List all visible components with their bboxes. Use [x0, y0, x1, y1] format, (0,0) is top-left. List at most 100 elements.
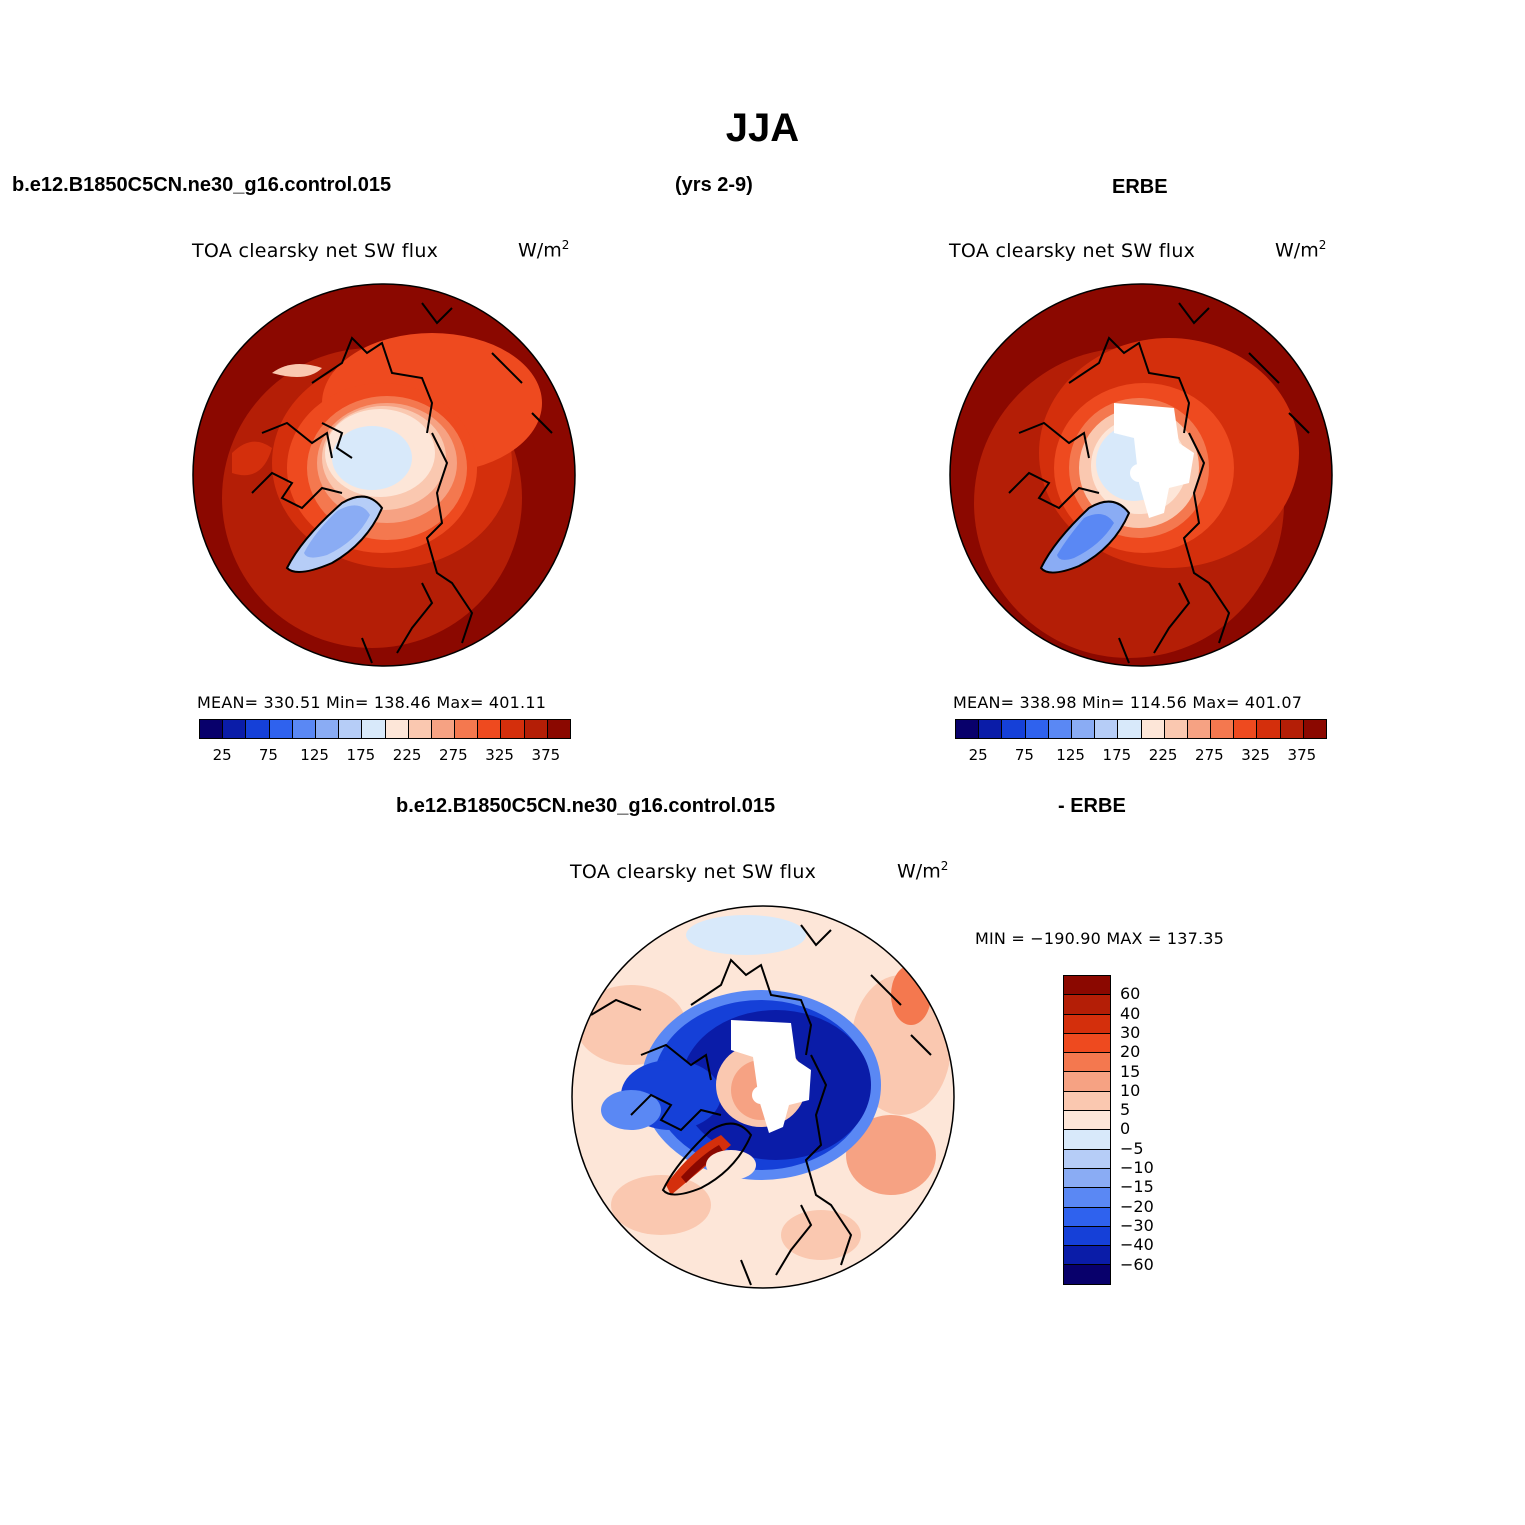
obs-colorbar-tick-label: 125 — [1056, 746, 1085, 764]
diff-colorbar-cell — [1064, 1053, 1110, 1073]
model-colorbar-tick-label: 25 — [212, 746, 232, 764]
model-colorbar-tick-label: 75 — [258, 746, 278, 764]
diff-colorbar-label: 40 — [1120, 1003, 1141, 1023]
obs-colorbar-tick-label: 75 — [1014, 746, 1034, 764]
model-colorbar-tick-label: 325 — [485, 746, 514, 764]
diff-colorbar-cell — [1064, 1207, 1110, 1227]
diff-colorbar-label: −20 — [1120, 1196, 1154, 1216]
diff-colorbar-cell — [1064, 1072, 1110, 1092]
diff-colorbar-label: −10 — [1120, 1158, 1154, 1177]
model-colorbar-cell — [362, 720, 386, 738]
diff-colorbar-label: −5 — [1120, 1138, 1144, 1158]
diff-obs-header: - ERBE — [1058, 795, 1126, 817]
diff-colorbar-cell — [1064, 1111, 1110, 1131]
model-colorbar-tick-label: 275 — [439, 746, 468, 764]
diff-colorbar-label: 0 — [1120, 1119, 1131, 1139]
obs-colorbar-tick-label: 25 — [968, 746, 988, 764]
model-colorbar-tick-label: 375 — [531, 746, 561, 764]
obs-colorbar-cell — [1280, 720, 1304, 738]
model-colorbar-cell — [200, 720, 224, 738]
obs-colorbar-cell — [1071, 720, 1096, 738]
diff-colorbar-label: 20 — [1120, 1042, 1141, 1062]
diff-case-header: b.e12.B1850C5CN.ne30_g16.control.015 — [396, 795, 776, 817]
obs-colorbar-ticks: 25 75 125 175 225 275 325 375 — [955, 746, 1325, 766]
model-colorbar-cell — [292, 720, 316, 738]
model-colorbar-cell — [478, 720, 502, 738]
model-colorbar-cell — [455, 720, 479, 738]
diff-colorbar-label: 30 — [1120, 1022, 1141, 1042]
model-colorbar — [199, 719, 571, 739]
obs-colorbar-cell — [1118, 720, 1142, 738]
obs-colorbar-cell — [979, 720, 1003, 738]
obs-panel-units: W/m2 — [1275, 238, 1327, 262]
diff-colorbar-cell — [1064, 976, 1110, 996]
model-colorbar-cell — [269, 720, 293, 738]
diff-colorbar-cell — [1064, 1246, 1110, 1266]
model-colorbar-ticks: 25 75 125 175 225 275 325 375 — [199, 746, 569, 766]
obs-colorbar-cell — [956, 720, 980, 738]
obs-panel-stats: MEAN= 338.98 Min= 114.56 Max= 401.07 — [953, 693, 1303, 712]
obs-colorbar-tick-label: 275 — [1195, 746, 1224, 764]
model-panel-stats: MEAN= 330.51 Min= 138.46 Max= 401.11 — [197, 693, 547, 712]
diff-colorbar-label: 10 — [1120, 1080, 1141, 1100]
model-colorbar-cell — [524, 720, 548, 738]
obs-colorbar-cell — [1187, 720, 1212, 738]
diff-colorbar-cell — [1064, 1033, 1110, 1054]
diff-colorbar-cell — [1064, 1265, 1110, 1284]
diff-polar-map — [571, 905, 955, 1289]
diff-colorbar-label: 15 — [1120, 1061, 1141, 1081]
diff-colorbar-cell — [1064, 1226, 1110, 1247]
obs-polar-map — [949, 283, 1333, 667]
diff-colorbar-label: 5 — [1120, 1100, 1131, 1120]
obs-colorbar-tick-label: 225 — [1148, 746, 1178, 764]
diff-panel-stats: MIN = −190.90 MAX = 137.35 — [975, 929, 1225, 948]
years-header: (yrs 2-9) — [675, 174, 753, 196]
obs-colorbar-cell — [1025, 720, 1049, 738]
diff-colorbar-cell — [1064, 1014, 1110, 1034]
obs-colorbar-cell — [1211, 720, 1235, 738]
model-colorbar-cell — [385, 720, 409, 738]
obs-header: ERBE — [1112, 176, 1168, 198]
diff-colorbar-cell — [1064, 995, 1110, 1015]
model-colorbar-cell — [339, 720, 363, 738]
diff-colorbar-label: 60 — [1120, 984, 1141, 1004]
diff-colorbar-cell — [1064, 1188, 1110, 1208]
diff-panel-title: TOA clearsky net SW flux — [570, 861, 817, 883]
model-colorbar-tick-label: 175 — [346, 746, 376, 764]
diff-colorbar-cell — [1064, 1168, 1110, 1189]
obs-colorbar-cell — [1257, 720, 1281, 738]
model-colorbar-cell — [501, 720, 525, 738]
obs-colorbar-cell — [1303, 720, 1326, 738]
obs-colorbar-cell — [1141, 720, 1165, 738]
obs-colorbar — [955, 719, 1327, 739]
obs-colorbar-cell — [1002, 720, 1026, 738]
model-colorbar-cell — [431, 720, 456, 738]
model-panel-units: W/m2 — [518, 238, 570, 262]
model-colorbar-tick-label: 125 — [300, 746, 329, 764]
model-colorbar-cell — [547, 720, 570, 738]
diff-colorbar-labels: 60 40 30 20 15 10 5 0 −5 −10 −15 −20 −30 −40 −60 — [1120, 975, 1200, 1285]
model-colorbar-cell — [246, 720, 270, 738]
obs-colorbar-cell — [1234, 720, 1258, 738]
obs-colorbar-tick-label: 175 — [1102, 746, 1132, 764]
diff-colorbar — [1063, 975, 1111, 1285]
obs-panel-title: TOA clearsky net SW flux — [949, 240, 1196, 262]
diff-colorbar-cell — [1064, 1130, 1110, 1150]
model-colorbar-cell — [315, 720, 340, 738]
diff-colorbar-label: −60 — [1120, 1254, 1154, 1274]
main-title: JJA — [725, 106, 800, 150]
obs-colorbar-cell — [1164, 720, 1188, 738]
obs-colorbar-cell — [1048, 720, 1072, 738]
model-polar-map — [192, 283, 576, 667]
model-panel-title: TOA clearsky net SW flux — [192, 240, 439, 262]
model-colorbar-cell — [223, 720, 247, 738]
obs-colorbar-tick-label: 375 — [1287, 746, 1317, 764]
diff-colorbar-label: −15 — [1120, 1177, 1154, 1197]
model-colorbar-cell — [408, 720, 432, 738]
obs-colorbar-cell — [1095, 720, 1119, 738]
diff-colorbar-cell — [1064, 1091, 1110, 1112]
diff-panel-units: W/m2 — [897, 859, 949, 883]
model-colorbar-tick-label: 225 — [392, 746, 422, 764]
obs-colorbar-tick-label: 325 — [1241, 746, 1270, 764]
diff-colorbar-label: −30 — [1120, 1215, 1154, 1235]
